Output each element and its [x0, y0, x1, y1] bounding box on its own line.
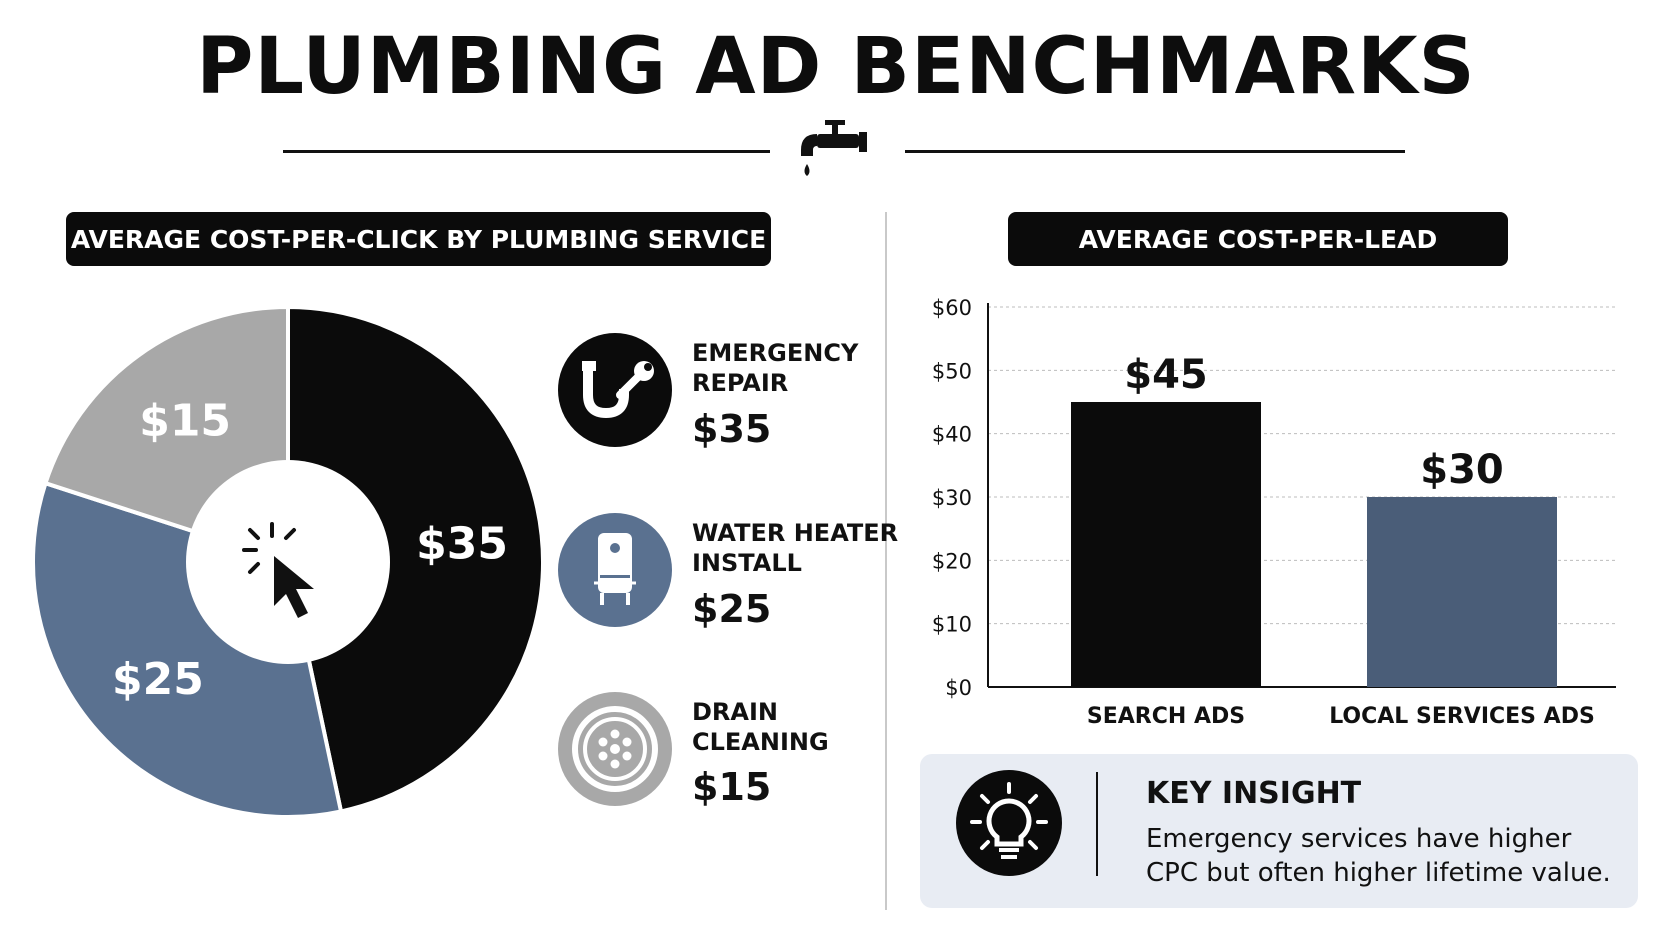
pipe-wrench-icon [582, 361, 654, 419]
legend-label-line1: DRAIN [692, 698, 778, 726]
bar-value-label: $30 [1420, 447, 1504, 493]
legend-label-drain: DRAIN CLEANING [692, 697, 829, 757]
page-title: PLUMBING AD BENCHMARKS [196, 22, 1476, 112]
faucet-icon [801, 120, 867, 176]
y-tick-label: $60 [932, 296, 972, 320]
y-tick-label: $10 [932, 613, 972, 637]
title-rule-right [905, 150, 1405, 153]
section-divider [885, 212, 887, 910]
legend-label-line2: CLEANING [692, 728, 829, 756]
insight-divider [1096, 772, 1098, 876]
pie-slice-label: $25 [112, 654, 204, 705]
cursor-click-icon [242, 522, 314, 618]
y-tick-label: $50 [932, 359, 972, 383]
insight-title: KEY INSIGHT [1146, 776, 1362, 811]
y-tick-label: $40 [932, 423, 972, 447]
title-rule-left [283, 150, 770, 153]
legend-value-emergency: $35 [692, 407, 772, 451]
legend-label-line2: INSTALL [692, 549, 802, 577]
insight-text: Emergency services have higher CPC but o… [1146, 824, 1611, 888]
cpc-donut-chart: $35 $25 $15 [31, 304, 545, 819]
y-tick-label: $20 [932, 549, 972, 573]
cpl-section-label: AVERAGE COST-PER-LEAD [1008, 212, 1508, 266]
pie-slice-emergency-repair [286, 304, 545, 814]
drain-icon [572, 706, 658, 792]
x-category-label: SEARCH ADS [1087, 704, 1245, 729]
bar-search-ads [1071, 402, 1261, 687]
donut-hole [186, 460, 390, 664]
legend-label-water-heater: WATER HEATER INSTALL [692, 518, 898, 578]
bar-local-services-ads [1367, 497, 1557, 687]
y-tick-label: $30 [932, 486, 972, 510]
legend-label-line1: WATER HEATER [692, 519, 899, 547]
legend-icon-circle-water-heater [558, 513, 672, 627]
pie-slice-label: $35 [416, 519, 508, 570]
legend-icon-circle-emergency [558, 333, 672, 447]
y-tick-label: $0 [945, 676, 972, 700]
legend-icon-circle-drain [558, 692, 672, 806]
x-category-label: LOCAL SERVICES ADS [1329, 704, 1595, 729]
bar-value-label: $45 [1124, 352, 1208, 398]
legend-label-emergency: EMERGENCY REPAIR [692, 338, 858, 398]
legend-label-line2: REPAIR [692, 369, 789, 397]
water-heater-icon [594, 533, 636, 605]
cpl-bar-chart: $0 $10 $20 $30 $40 $50 $60 $45 SEARCH ADS $30 LOCA… [932, 296, 1616, 729]
pie-slice-label: $15 [139, 395, 231, 446]
cpc-section-label: AVERAGE COST-PER-CLICK BY PLUMBING SERVI… [66, 212, 771, 266]
legend-label-line1: EMERGENCY [692, 339, 859, 367]
legend-value-water-heater: $25 [692, 587, 772, 631]
lightbulb-icon [956, 770, 1062, 876]
legend-value-drain: $15 [692, 765, 772, 809]
